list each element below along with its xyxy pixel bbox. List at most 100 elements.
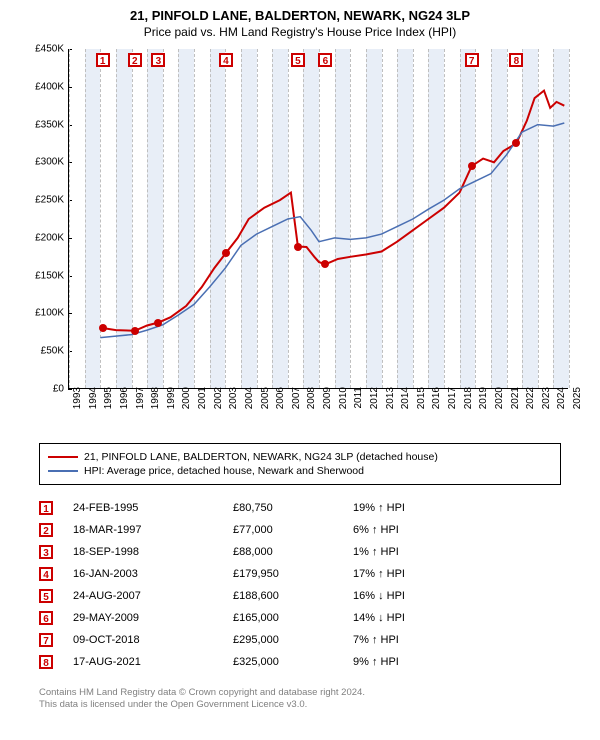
legend-item: 21, PINFOLD LANE, BALDERTON, NEWARK, NG2… bbox=[48, 450, 552, 464]
transaction-price: £188,600 bbox=[233, 590, 353, 602]
transaction-date: 29-MAY-2009 bbox=[73, 612, 233, 624]
transaction-price: £80,750 bbox=[233, 502, 353, 514]
y-tick-label: £0 bbox=[22, 384, 64, 395]
transaction-dot bbox=[321, 260, 329, 268]
x-tick-label: 2011 bbox=[353, 387, 364, 427]
transaction-pct-vs-hpi: 9% ↑ HPI bbox=[353, 656, 533, 668]
y-tick-label: £450K bbox=[22, 44, 64, 55]
page: 21, PINFOLD LANE, BALDERTON, NEWARK, NG2… bbox=[0, 0, 600, 740]
transaction-dot bbox=[131, 327, 139, 335]
x-tick-label: 1997 bbox=[135, 387, 146, 427]
transaction-row: 318-SEP-1998£88,0001% ↑ HPI bbox=[39, 541, 561, 563]
transaction-date: 24-FEB-1995 bbox=[73, 502, 233, 514]
legend: 21, PINFOLD LANE, BALDERTON, NEWARK, NG2… bbox=[39, 443, 561, 485]
x-tick-label: 2017 bbox=[447, 387, 458, 427]
transaction-date: 18-SEP-1998 bbox=[73, 546, 233, 558]
x-tick-label: 1998 bbox=[150, 387, 161, 427]
transaction-date: 16-JAN-2003 bbox=[73, 568, 233, 580]
transaction-index-box: 5 bbox=[39, 589, 53, 603]
plot-area: 12345678 bbox=[68, 49, 568, 389]
x-tick-label: 2020 bbox=[494, 387, 505, 427]
transaction-index-box: 1 bbox=[39, 501, 53, 515]
y-tick-label: £300K bbox=[22, 157, 64, 168]
chart: £0£50K£100K£150K£200K£250K£300K£350K£400… bbox=[20, 49, 580, 439]
title-subtitle: Price paid vs. HM Land Registry's House … bbox=[0, 25, 600, 39]
transaction-marker: 6 bbox=[318, 53, 332, 67]
x-tick-label: 2009 bbox=[322, 387, 333, 427]
x-tick-label: 2015 bbox=[416, 387, 427, 427]
transaction-row: 7 09-OCT-2018£295,0007% ↑ HPI bbox=[39, 629, 561, 651]
transaction-index-box: 3 bbox=[39, 545, 53, 559]
credits-line2: This data is licensed under the Open Gov… bbox=[39, 699, 561, 711]
transaction-row: 218-MAR-1997£77,0006% ↑ HPI bbox=[39, 519, 561, 541]
x-tick-label: 2004 bbox=[244, 387, 255, 427]
x-tick-label: 2005 bbox=[260, 387, 271, 427]
legend-item: HPI: Average price, detached house, Newa… bbox=[48, 464, 552, 478]
transaction-price: £88,000 bbox=[233, 546, 353, 558]
transaction-row: 124-FEB-1995£80,75019% ↑ HPI bbox=[39, 497, 561, 519]
x-tick-label: 2024 bbox=[556, 387, 567, 427]
transaction-dot bbox=[222, 249, 230, 257]
transaction-dot bbox=[468, 162, 476, 170]
x-tick-label: 2002 bbox=[213, 387, 224, 427]
y-tick-label: £100K bbox=[22, 308, 64, 319]
chart-titles: 21, PINFOLD LANE, BALDERTON, NEWARK, NG2… bbox=[0, 0, 600, 39]
x-tick-label: 2007 bbox=[291, 387, 302, 427]
transaction-index-box: 4 bbox=[39, 567, 53, 581]
x-tick-label: 1999 bbox=[166, 387, 177, 427]
transaction-marker: 3 bbox=[151, 53, 165, 67]
x-tick-label: 2013 bbox=[385, 387, 396, 427]
transaction-row: 6 29-MAY-2009£165,00014% ↓ HPI bbox=[39, 607, 561, 629]
x-tick-label: 2021 bbox=[510, 387, 521, 427]
series-property bbox=[103, 91, 565, 331]
transaction-pct-vs-hpi: 14% ↓ HPI bbox=[353, 612, 533, 624]
transaction-pct-vs-hpi: 7% ↑ HPI bbox=[353, 634, 533, 646]
transaction-date: 09-OCT-2018 bbox=[73, 634, 233, 646]
transaction-marker: 5 bbox=[291, 53, 305, 67]
transaction-pct-vs-hpi: 17% ↑ HPI bbox=[353, 568, 533, 580]
y-tick-label: £250K bbox=[22, 195, 64, 206]
transaction-pct-vs-hpi: 6% ↑ HPI bbox=[353, 524, 533, 536]
x-tick-label: 2008 bbox=[306, 387, 317, 427]
x-tick-label: 2016 bbox=[431, 387, 442, 427]
transactions-table: 124-FEB-1995£80,75019% ↑ HPI218-MAR-1997… bbox=[39, 497, 561, 673]
transaction-index-box: 6 bbox=[39, 611, 53, 625]
legend-label: 21, PINFOLD LANE, BALDERTON, NEWARK, NG2… bbox=[84, 451, 438, 463]
x-tick-label: 2006 bbox=[275, 387, 286, 427]
credits-line1: Contains HM Land Registry data © Crown c… bbox=[39, 687, 561, 699]
transaction-index-box: 7 bbox=[39, 633, 53, 647]
transaction-index-box: 8 bbox=[39, 655, 53, 669]
y-tick-label: £150K bbox=[22, 270, 64, 281]
transaction-date: 17-AUG-2021 bbox=[73, 656, 233, 668]
x-tick-label: 2003 bbox=[228, 387, 239, 427]
x-tick-label: 1995 bbox=[103, 387, 114, 427]
transaction-date: 24-AUG-2007 bbox=[73, 590, 233, 602]
transaction-row: 817-AUG-2021£325,0009% ↑ HPI bbox=[39, 651, 561, 673]
x-tick-label: 2012 bbox=[369, 387, 380, 427]
transaction-price: £295,000 bbox=[233, 634, 353, 646]
x-tick-label: 1993 bbox=[72, 387, 83, 427]
transaction-marker: 7 bbox=[465, 53, 479, 67]
y-tick-label: £200K bbox=[22, 232, 64, 243]
transaction-dot bbox=[99, 324, 107, 332]
x-tick-label: 2019 bbox=[478, 387, 489, 427]
x-tick-label: 2023 bbox=[541, 387, 552, 427]
transaction-date: 18-MAR-1997 bbox=[73, 524, 233, 536]
x-tick-label: 2001 bbox=[197, 387, 208, 427]
transaction-price: £77,000 bbox=[233, 524, 353, 536]
transaction-dot bbox=[512, 139, 520, 147]
x-tick-label: 2014 bbox=[400, 387, 411, 427]
transaction-marker: 2 bbox=[128, 53, 142, 67]
y-tick-label: £350K bbox=[22, 119, 64, 130]
x-tick-label: 2018 bbox=[463, 387, 474, 427]
transaction-row: 416-JAN-2003£179,95017% ↑ HPI bbox=[39, 563, 561, 585]
y-tick-label: £50K bbox=[22, 346, 64, 357]
x-tick-label: 2000 bbox=[181, 387, 192, 427]
series-hpi bbox=[100, 123, 564, 338]
x-tick-label: 2025 bbox=[572, 387, 583, 427]
transaction-price: £165,000 bbox=[233, 612, 353, 624]
transaction-dot bbox=[154, 319, 162, 327]
transaction-pct-vs-hpi: 16% ↓ HPI bbox=[353, 590, 533, 602]
title-address: 21, PINFOLD LANE, BALDERTON, NEWARK, NG2… bbox=[0, 8, 600, 23]
legend-label: HPI: Average price, detached house, Newa… bbox=[84, 465, 364, 477]
